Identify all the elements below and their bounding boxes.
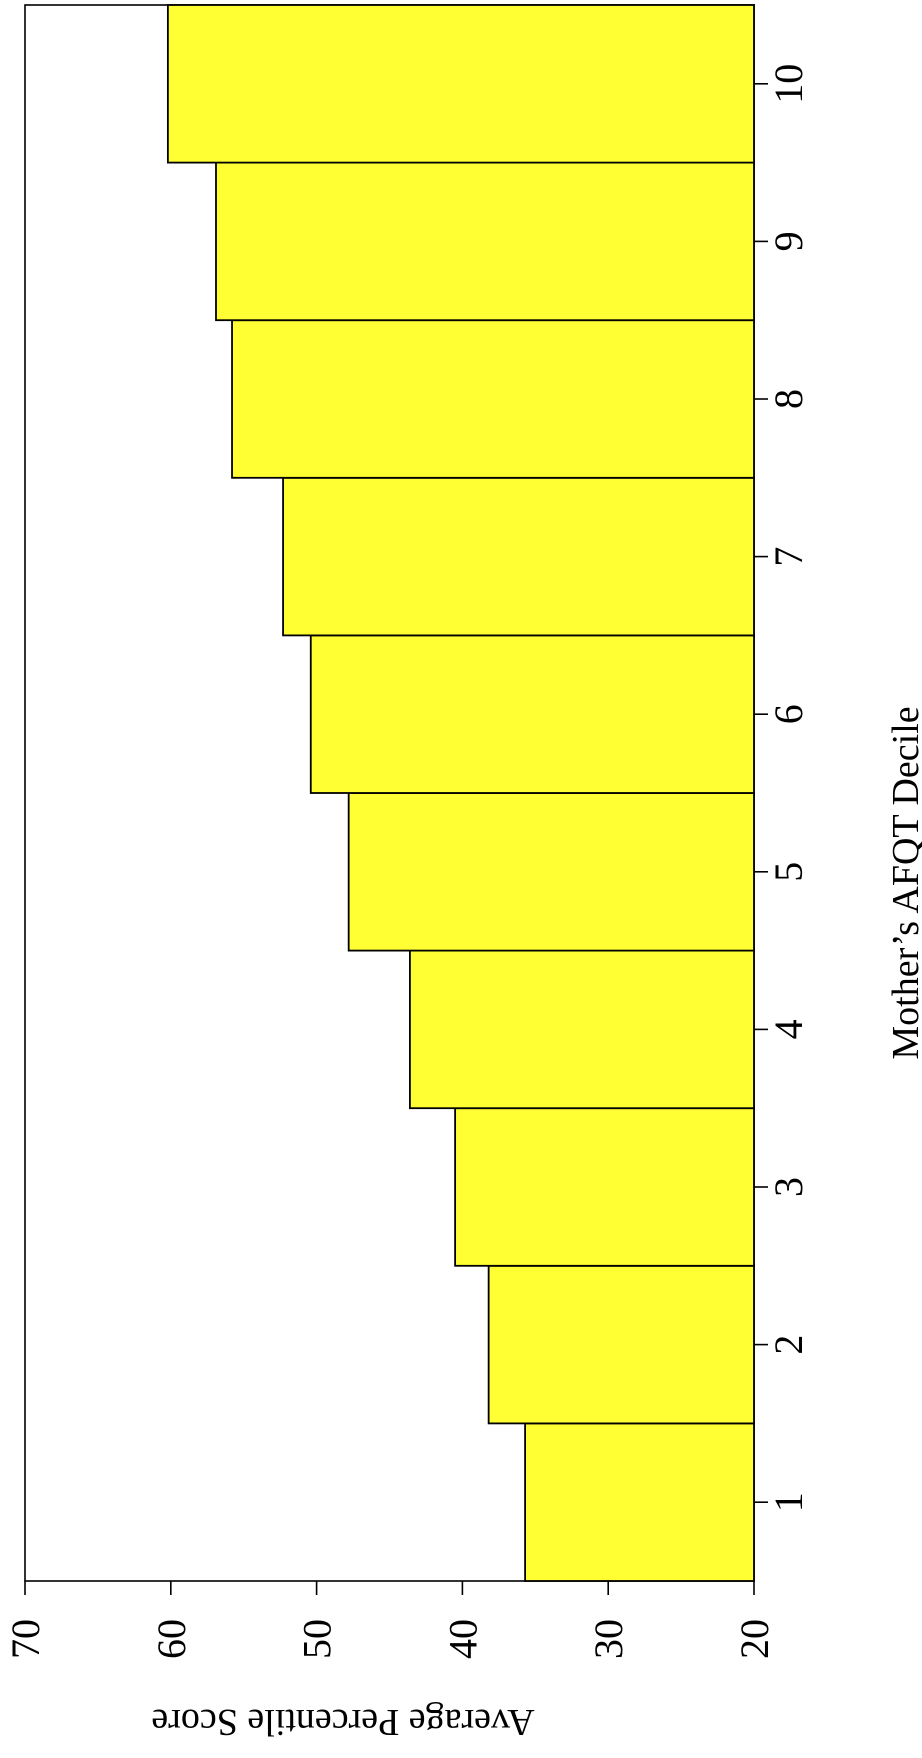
category-tick-label-7: 7 bbox=[766, 547, 811, 567]
bars-group bbox=[168, 5, 754, 1581]
category-tick-label-2: 2 bbox=[766, 1335, 811, 1355]
value-axis: 20 30 40 50 60 70 bbox=[3, 1581, 777, 1659]
bar-decile-10 bbox=[168, 5, 754, 163]
category-tick-label-10: 10 bbox=[766, 64, 811, 104]
category-tick-label-3: 3 bbox=[766, 1177, 811, 1197]
category-tick-label-5: 5 bbox=[766, 862, 811, 882]
bar-decile-3 bbox=[455, 1108, 754, 1266]
bar-decile-8 bbox=[232, 320, 754, 478]
category-tick-label-9: 9 bbox=[766, 231, 811, 251]
bar-decile-9 bbox=[216, 163, 754, 321]
bar-decile-2 bbox=[489, 1266, 754, 1424]
category-tick-label-1: 1 bbox=[766, 1492, 811, 1512]
y-axis-label: Average Percentile Score bbox=[151, 1701, 534, 1743]
category-tick-label-6: 6 bbox=[766, 704, 811, 724]
value-tick-label-30: 30 bbox=[586, 1619, 631, 1659]
bar-decile-4 bbox=[410, 951, 754, 1109]
bar-decile-7 bbox=[283, 478, 754, 636]
bar-decile-1 bbox=[525, 1423, 754, 1581]
category-axis: 1 2 3 4 5 6 7 8 9 10 bbox=[754, 64, 811, 1512]
x-axis-label: Mother’s AFQT Decile bbox=[885, 706, 922, 1059]
value-tick-label-60: 60 bbox=[149, 1619, 194, 1659]
value-tick-label-50: 50 bbox=[295, 1619, 340, 1659]
value-tick-label-20: 20 bbox=[732, 1619, 777, 1659]
category-tick-label-8: 8 bbox=[766, 389, 811, 409]
bar-decile-5 bbox=[349, 793, 754, 951]
category-tick-label-4: 4 bbox=[766, 1019, 811, 1039]
value-tick-label-40: 40 bbox=[440, 1619, 485, 1659]
value-tick-label-70: 70 bbox=[3, 1619, 48, 1659]
bar-decile-6 bbox=[311, 635, 754, 793]
